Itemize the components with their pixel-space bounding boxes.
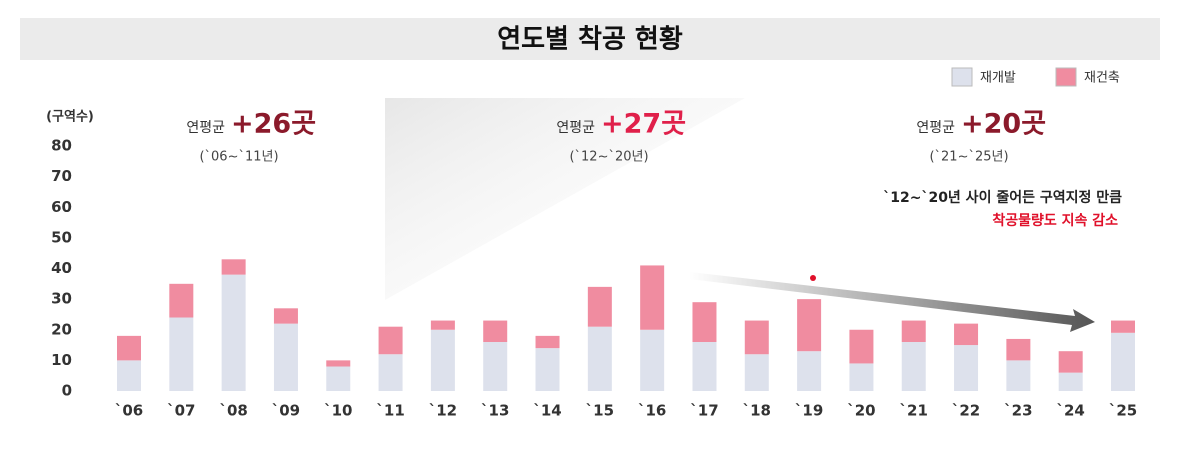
x-tick-label: `06 — [115, 402, 143, 420]
y-tick-label: 60 — [51, 198, 72, 216]
legend-swatch — [1055, 67, 1077, 87]
x-tick-label: `21 — [900, 402, 928, 420]
x-tick-label: `12 — [429, 402, 457, 420]
annotation-label: 연평균 — [556, 120, 595, 136]
annotation-period: (`06~`11년) — [199, 150, 278, 165]
bar-segment — [692, 342, 717, 391]
x-tick-label: `10 — [324, 402, 352, 420]
bar-segment — [273, 323, 298, 391]
bar-segment — [535, 335, 560, 349]
bar-segment — [797, 351, 822, 391]
x-tick-label: `11 — [376, 402, 404, 420]
chart-title: 연도별 착공 현황 — [497, 25, 683, 55]
x-tick-label: `09 — [272, 402, 300, 420]
bar-segment — [326, 366, 351, 391]
x-tick-label: `08 — [219, 402, 247, 420]
bar-segment — [430, 320, 455, 330]
y-tick-label: 10 — [51, 351, 72, 369]
bar-segment — [901, 342, 926, 391]
bar-segment — [1111, 332, 1135, 391]
annotation-highlight: +20곳 — [961, 109, 1046, 140]
bar-segment — [692, 302, 717, 342]
x-tick-label: `15 — [586, 402, 614, 420]
bar-segment — [1006, 360, 1031, 391]
bar-segment — [1058, 372, 1083, 391]
annotation-label: 연평균 — [186, 120, 225, 136]
bar-segment — [587, 326, 612, 391]
y-tick-label: 20 — [51, 320, 72, 338]
x-tick-label: `07 — [167, 402, 195, 420]
x-tick-label: `18 — [743, 402, 771, 420]
bar-segment — [273, 308, 298, 324]
dot — [810, 275, 816, 281]
bar-segment — [483, 320, 508, 342]
bar-segment — [744, 354, 769, 391]
bar-segment — [640, 265, 665, 330]
note-line: 착공물량도 지속 감소 — [992, 212, 1118, 229]
x-tick-label: `20 — [847, 402, 875, 420]
bar-segment — [378, 326, 403, 355]
bar-segment — [430, 329, 455, 391]
bar-segment — [326, 360, 351, 367]
bar-segment — [378, 354, 403, 391]
y-tick-label: 80 — [51, 137, 72, 155]
legend-label: 재개발 — [980, 71, 1016, 86]
y-tick-label: 40 — [51, 259, 72, 277]
annotation-period: (`21~`25년) — [929, 150, 1008, 165]
trend-arrow — [689, 272, 1095, 332]
bar-segment — [954, 323, 979, 346]
title-bar — [20, 18, 1160, 60]
note-line: `12~`20년 사이 줄어든 구역지정 만큼 — [883, 189, 1122, 206]
x-tick-label: `25 — [1109, 402, 1137, 420]
x-tick-label: `24 — [1056, 402, 1084, 420]
legend-label: 재건축 — [1084, 71, 1120, 86]
y-tick-label: 0 — [62, 382, 72, 400]
background-shade — [385, 98, 745, 300]
bar-segment — [849, 329, 874, 364]
bar-segment — [744, 320, 769, 355]
x-tick-label: `14 — [533, 402, 561, 420]
bar-segment — [954, 345, 979, 391]
x-tick-label: `23 — [1004, 402, 1032, 420]
x-tick-label: `19 — [795, 402, 823, 420]
bar-segment — [901, 320, 926, 342]
annotation-highlight: +26곳 — [231, 109, 316, 140]
y-axis-label: (구역수) — [46, 109, 94, 125]
y-tick-label: 50 — [51, 228, 72, 246]
bar-segment — [483, 342, 508, 391]
bar-segment — [117, 335, 141, 361]
bar-segment — [1058, 351, 1083, 373]
legend: 재개발 재건축 — [951, 67, 1120, 87]
bar-segment — [640, 329, 665, 391]
bar-segment — [169, 317, 194, 391]
bar-segment — [587, 286, 612, 327]
bar-segment — [1111, 320, 1135, 333]
x-tick-label: `13 — [481, 402, 509, 420]
annotation-period: (`12~`20년) — [569, 150, 648, 165]
x-tick-label: `16 — [638, 402, 666, 420]
bar-segment — [535, 348, 560, 391]
y-tick-label: 30 — [51, 290, 72, 308]
annotation-label: 연평균 — [916, 120, 955, 136]
x-tick-label: `17 — [690, 402, 718, 420]
bar-segment — [221, 259, 246, 275]
legend-swatch — [951, 67, 973, 87]
bar-segment — [797, 299, 822, 352]
bar-segment — [1006, 338, 1031, 361]
bar-segment — [169, 283, 194, 318]
annotations: 연평균 +26곳 (`06~`11년) 연평균 +27곳 (`12~`20년) 연평균 +20… — [186, 109, 1122, 230]
bar-segment — [221, 274, 246, 391]
y-tick-label: 70 — [51, 167, 72, 185]
x-tick-label: `22 — [952, 402, 980, 420]
annotation-highlight: +27곳 — [601, 109, 686, 140]
bar-segment — [849, 363, 874, 391]
bar-segment — [117, 360, 141, 391]
